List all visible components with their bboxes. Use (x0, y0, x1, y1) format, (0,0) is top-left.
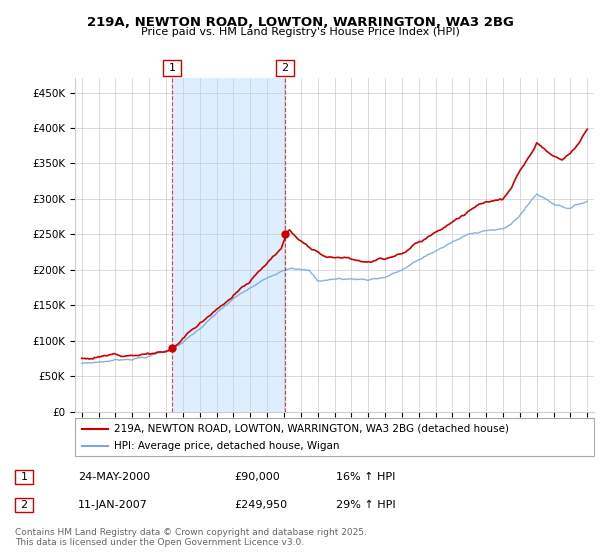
Text: 29% ↑ HPI: 29% ↑ HPI (336, 500, 395, 510)
Text: HPI: Average price, detached house, Wigan: HPI: Average price, detached house, Wiga… (114, 441, 340, 451)
Text: Contains HM Land Registry data © Crown copyright and database right 2025.
This d: Contains HM Land Registry data © Crown c… (15, 528, 367, 547)
Text: 2: 2 (20, 500, 28, 510)
Text: 219A, NEWTON ROAD, LOWTON, WARRINGTON, WA3 2BG: 219A, NEWTON ROAD, LOWTON, WARRINGTON, W… (86, 16, 514, 29)
Text: 2: 2 (281, 63, 288, 73)
Text: £249,950: £249,950 (234, 500, 287, 510)
Text: 16% ↑ HPI: 16% ↑ HPI (336, 472, 395, 482)
Bar (172, 78, 284, 412)
Text: £90,000: £90,000 (234, 472, 280, 482)
Text: Price paid vs. HM Land Registry's House Price Index (HPI): Price paid vs. HM Land Registry's House … (140, 27, 460, 37)
Text: 11-JAN-2007: 11-JAN-2007 (78, 500, 148, 510)
Text: 219A, NEWTON ROAD, LOWTON, WARRINGTON, WA3 2BG (detached house): 219A, NEWTON ROAD, LOWTON, WARRINGTON, W… (114, 424, 509, 434)
Text: 1: 1 (169, 63, 176, 73)
Text: 24-MAY-2000: 24-MAY-2000 (78, 472, 150, 482)
Text: 1: 1 (20, 472, 28, 482)
